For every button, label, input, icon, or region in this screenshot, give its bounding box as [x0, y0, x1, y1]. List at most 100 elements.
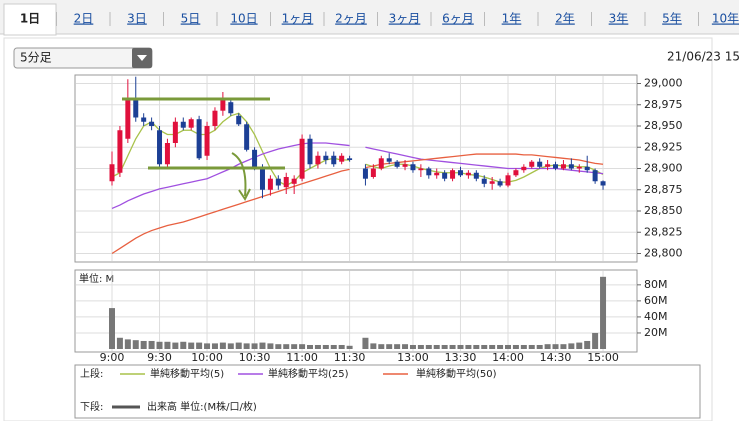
candle-body — [339, 155, 345, 162]
candle-body — [133, 100, 139, 118]
volume-bar — [251, 343, 258, 349]
legend-label: 単純移動平均(50) — [416, 367, 497, 380]
volume-bar — [465, 344, 472, 349]
y-tick-label: 20M — [644, 326, 668, 339]
candle-body — [347, 158, 353, 160]
candle-body — [592, 170, 598, 182]
candle-body — [157, 130, 163, 165]
candle-body — [434, 172, 440, 176]
candle-body — [402, 164, 408, 167]
volume-bar — [180, 341, 187, 349]
volume-bar — [362, 337, 369, 349]
x-tick-label: 14:30 — [540, 351, 572, 364]
volume-bar — [544, 344, 551, 349]
candle-body — [172, 121, 178, 143]
volume-bar — [489, 344, 496, 349]
tab[interactable]: 1ヶ月 — [282, 12, 314, 26]
volume-unit: 単位: M — [79, 272, 114, 285]
volume-bar — [520, 344, 527, 349]
candle-body — [291, 178, 297, 184]
candle-body — [537, 161, 543, 167]
x-tick-label: 11:00 — [286, 351, 318, 364]
candle-body — [267, 178, 273, 190]
volume-bar — [409, 344, 416, 349]
volume-bar — [243, 343, 250, 349]
volume-bar — [417, 344, 424, 349]
candle-body — [584, 166, 590, 171]
volume-bar — [211, 343, 218, 349]
tab[interactable]: 5年 — [662, 12, 682, 26]
tab[interactable]: 3年 — [609, 12, 629, 26]
candle-body — [180, 121, 186, 128]
candle-body — [545, 164, 551, 167]
candle-body — [141, 117, 147, 122]
tab[interactable]: 3ヶ月 — [389, 12, 421, 26]
tab[interactable]: 2年 — [555, 12, 575, 26]
candle-body — [481, 178, 487, 184]
volume-bar — [299, 344, 306, 349]
tab[interactable]: 10年 — [712, 12, 739, 26]
legend-label: 単純移動平均(25) — [268, 367, 349, 380]
y-tick-label: 28,900 — [644, 162, 683, 175]
tab[interactable]: 10日 — [230, 12, 257, 26]
volume-bar — [512, 344, 519, 349]
volume-bar — [109, 308, 115, 349]
tab[interactable]: 5日 — [181, 12, 201, 26]
candle-body — [386, 158, 392, 162]
volume-bar — [322, 344, 329, 349]
tab[interactable]: 6ヶ月 — [442, 12, 474, 26]
candle-body — [331, 155, 337, 165]
volume-bar — [330, 344, 337, 349]
volume-bar — [528, 344, 535, 349]
candle-body — [568, 164, 574, 169]
candle-body — [244, 124, 250, 150]
volume-bar — [267, 343, 274, 349]
candle-body — [529, 161, 535, 167]
volume-bar — [283, 344, 290, 349]
x-tick-label: 15:00 — [587, 351, 619, 364]
volume-bar — [148, 340, 155, 349]
candle-body — [323, 155, 329, 160]
candle-body — [426, 168, 432, 176]
volume-bar — [425, 344, 432, 349]
volume-bar — [259, 342, 266, 349]
legend-lower-label: 下段: — [80, 400, 103, 413]
active-tab-bg — [3, 3, 57, 36]
candle-body — [410, 164, 416, 171]
x-tick-label: 14:00 — [492, 351, 524, 364]
candle-body — [442, 172, 448, 179]
y-tick-label: 28,950 — [644, 119, 683, 132]
candle-body — [362, 168, 368, 179]
dropdown-label: 5分足 — [20, 51, 52, 65]
tab[interactable]: 2日 — [74, 12, 94, 26]
candle-body — [149, 121, 155, 126]
volume-bar — [164, 341, 171, 349]
volume-bar — [505, 344, 511, 349]
volume-bar — [536, 344, 543, 349]
legend-box — [74, 364, 701, 419]
candle-body — [220, 100, 226, 111]
candle-body — [489, 181, 495, 184]
volume-bar — [291, 344, 298, 349]
candle-body — [164, 143, 170, 165]
x-tick-label: 10:30 — [239, 351, 271, 364]
candle-body — [299, 138, 305, 179]
candle-body — [457, 170, 463, 176]
candle-body — [275, 178, 281, 186]
volume-bar — [560, 344, 567, 349]
tab[interactable]: 3日 — [127, 12, 147, 26]
candle-body — [212, 110, 218, 126]
candle-body — [188, 119, 194, 128]
candle-body — [521, 166, 527, 171]
tab[interactable]: 1日 — [20, 12, 40, 26]
volume-bar — [378, 344, 385, 349]
volume-bar — [235, 342, 242, 349]
volume-bar — [600, 276, 607, 349]
annotation-arrowhead — [238, 188, 251, 201]
tab[interactable]: 1年 — [502, 12, 522, 26]
candle-body — [560, 164, 566, 169]
legend-label: 出来高 単位:(M株/口/枚) — [147, 400, 257, 413]
candle-body — [125, 100, 131, 139]
tab[interactable]: 2ヶ月 — [335, 12, 367, 26]
